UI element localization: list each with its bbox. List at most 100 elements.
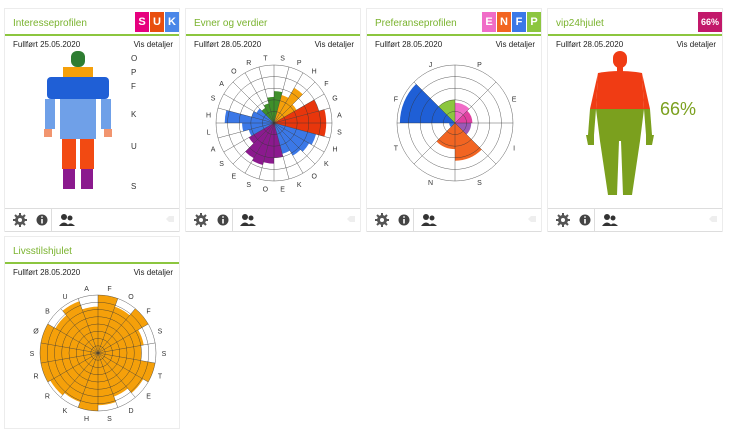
wheel-segment xyxy=(256,108,274,123)
wheel-label: A xyxy=(337,112,342,119)
wheel-segment xyxy=(263,103,274,123)
wheel-segment xyxy=(40,324,98,353)
wheel-segment xyxy=(82,306,98,353)
tag-icon xyxy=(166,216,174,222)
preference-wheel: P E I S N T F J xyxy=(394,62,517,187)
lifestyle-wheel: F O F S S T E D S H K R R S Ø B U A xyxy=(30,286,167,423)
body-figure xyxy=(44,51,112,189)
wheel-label: K xyxy=(63,408,68,415)
footer-separator xyxy=(51,209,52,231)
wheel-segment xyxy=(50,353,98,396)
details-link[interactable]: Vis detaljer xyxy=(314,40,354,49)
wheel-label: H xyxy=(206,112,211,119)
footer-separator xyxy=(232,209,233,231)
wheel-label: F xyxy=(146,309,150,316)
card-footer xyxy=(186,208,360,232)
card-header: Livsstilshjulet xyxy=(5,237,179,264)
wheel-label: O xyxy=(128,294,134,301)
wheel-segment xyxy=(274,123,301,156)
wheel-label: G xyxy=(332,96,337,103)
gear-icon[interactable] xyxy=(194,213,208,227)
wheel-segment xyxy=(274,99,319,123)
wheel-segment xyxy=(98,353,156,382)
card-title[interactable]: vip24hjulet xyxy=(556,18,604,29)
wheel-label: K xyxy=(297,182,302,189)
wheel-label: S xyxy=(337,130,342,137)
wheel-label: S xyxy=(219,161,224,168)
wheel-label: F xyxy=(394,97,398,104)
wheel-label: A xyxy=(211,146,216,153)
card-footer xyxy=(367,208,541,232)
wheel-segment xyxy=(455,123,472,135)
completed-date: Fullført 28.05.2020 xyxy=(13,268,81,277)
badge-percent: 66% xyxy=(698,12,722,32)
tag-icon xyxy=(347,216,355,222)
wheel-segment xyxy=(40,353,98,382)
wheel-segment xyxy=(274,104,297,123)
wheel-label: Ø xyxy=(33,328,39,335)
badge-e: E xyxy=(482,12,496,32)
wheel-segment xyxy=(248,123,274,137)
wheel-segment xyxy=(274,123,317,145)
wheel-segment xyxy=(261,107,274,123)
card-header: vip24hjulet 66% xyxy=(548,9,722,36)
gear-icon[interactable] xyxy=(556,213,570,227)
wheel-label: F xyxy=(107,286,111,293)
card-title[interactable]: Preferanseprofilen xyxy=(375,18,457,29)
wheel-segment xyxy=(438,99,455,123)
users-icon[interactable] xyxy=(421,213,437,227)
card-header: Evner og verdier xyxy=(186,9,360,36)
wheel-label: B xyxy=(45,309,50,316)
badge-n: N xyxy=(497,12,511,32)
wheel-label: O xyxy=(263,186,269,193)
card-title[interactable]: Evner og verdier xyxy=(194,18,268,29)
badge-s: S xyxy=(135,12,149,32)
progress-percent: 66% xyxy=(660,99,697,119)
card-footer xyxy=(5,208,179,232)
wheel-segment xyxy=(436,123,455,150)
users-icon[interactable] xyxy=(59,213,75,227)
wheel-label: S xyxy=(107,416,112,423)
wheel-segment xyxy=(78,353,98,411)
users-icon[interactable] xyxy=(602,213,618,227)
info-icon[interactable] xyxy=(578,213,592,227)
card-evner-og-verdier: Evner og verdier Fullført 28.05.2020 Vis… xyxy=(185,8,361,232)
wheel-label: T xyxy=(394,145,399,152)
gear-icon[interactable] xyxy=(13,213,27,227)
footer-separator xyxy=(594,209,595,231)
wheel-segment xyxy=(252,123,274,166)
wheel-label: P xyxy=(297,60,302,67)
letter-k: K xyxy=(131,110,137,119)
users-icon[interactable] xyxy=(240,213,256,227)
gear-icon[interactable] xyxy=(375,213,389,227)
wheel-label: D xyxy=(128,408,133,415)
completed-date: Fullført 25.05.2020 xyxy=(13,40,81,49)
wheel-label: E xyxy=(512,97,517,104)
wheel-label: U xyxy=(62,294,67,301)
details-link[interactable]: Vis detaljer xyxy=(133,268,173,277)
details-link[interactable]: Vis detaljer xyxy=(133,40,173,49)
card-header: Interesseprofilen S U K xyxy=(5,9,179,36)
wheel-label: S xyxy=(246,182,251,189)
wheel-label: S xyxy=(280,56,285,63)
badge-f: F xyxy=(512,12,526,32)
wheel-label: H xyxy=(332,146,337,153)
wheel-label: S xyxy=(162,351,167,358)
info-icon[interactable] xyxy=(35,213,49,227)
details-link[interactable]: Vis detaljer xyxy=(676,40,716,49)
wheel-label: A xyxy=(219,81,224,88)
card-footer xyxy=(548,208,722,232)
wheel-segment xyxy=(62,301,98,353)
wheel-label: H xyxy=(312,69,317,76)
wheel-label: K xyxy=(324,161,329,168)
info-icon[interactable] xyxy=(397,213,411,227)
wheel-segment xyxy=(98,353,128,397)
card-title[interactable]: Interesseprofilen xyxy=(13,18,87,29)
wheel-segment xyxy=(274,123,290,154)
wheel-label: S xyxy=(30,351,35,358)
details-link[interactable]: Vis detaljer xyxy=(495,40,535,49)
letter-u: U xyxy=(131,142,137,151)
info-icon[interactable] xyxy=(216,213,230,227)
completed-date: Fullført 28.05.2020 xyxy=(556,40,624,49)
card-title[interactable]: Livsstilshjulet xyxy=(13,246,72,257)
